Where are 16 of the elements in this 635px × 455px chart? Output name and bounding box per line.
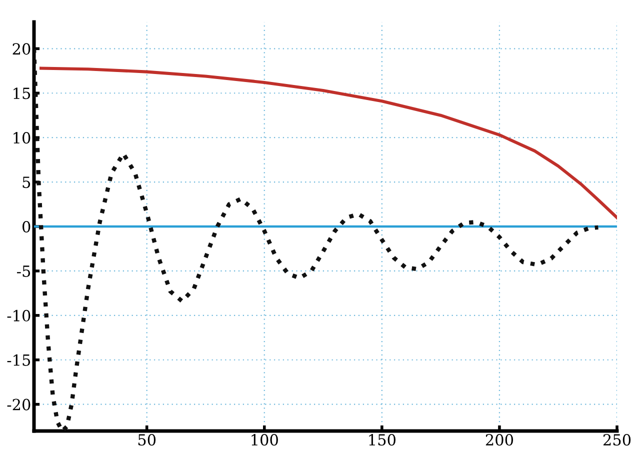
x-tick-label: 150 [369,434,396,446]
y-tick-label: 10 [14,132,30,144]
x-tick-label: 200 [486,434,514,446]
y-tick-label: -10 [7,310,30,322]
y-tick-label: -15 [7,354,30,366]
y-tick-label: 20 [12,43,30,55]
y-tick-label: -20 [7,398,30,410]
y-tick-label: 0 [22,220,30,233]
line-series [34,46,600,431]
y-tick-label: 5 [22,176,30,188]
line-series [40,66,617,220]
x-tick-label: 50 [138,434,156,446]
x-tick-label: 250 [603,434,631,446]
y-tick-label: 15 [14,88,30,100]
y-tick-label: -5 [17,266,30,277]
x-tick-label: 100 [252,434,278,446]
